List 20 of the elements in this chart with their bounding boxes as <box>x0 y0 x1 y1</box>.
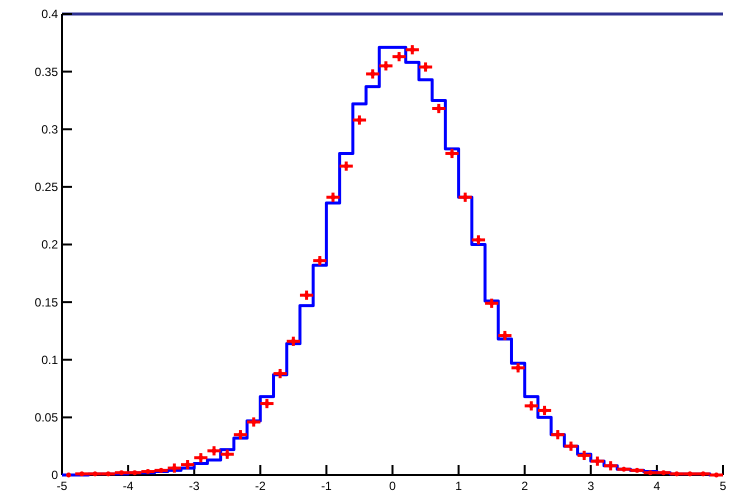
y-tick-label: 0.35 <box>34 64 58 79</box>
y-tick-label: 0.05 <box>34 410 58 425</box>
y-tick-label: 0.4 <box>41 7 58 22</box>
x-tick-label: 4 <box>654 479 661 493</box>
y-tick-label: 0 <box>51 468 58 482</box>
x-tick-label: 2 <box>521 479 528 493</box>
x-tick-label: -3 <box>188 479 200 493</box>
x-tick-label: 0 <box>389 479 396 493</box>
x-tick-label: 5 <box>720 479 727 493</box>
x-tick-label: 3 <box>587 479 594 493</box>
x-tick-label: -4 <box>122 479 134 493</box>
y-tick-label: 0.25 <box>34 180 58 194</box>
y-tick-label: 0.2 <box>41 238 58 252</box>
x-tick-label: 1 <box>455 479 462 493</box>
y-tick-label: 0.15 <box>34 295 58 310</box>
y-tick-label: 0.1 <box>41 352 58 367</box>
x-tick-label: -1 <box>321 479 332 493</box>
x-tick-label: -2 <box>254 479 266 493</box>
y-tick-label: 0.3 <box>41 122 58 136</box>
x-tick-label: -5 <box>56 479 68 493</box>
